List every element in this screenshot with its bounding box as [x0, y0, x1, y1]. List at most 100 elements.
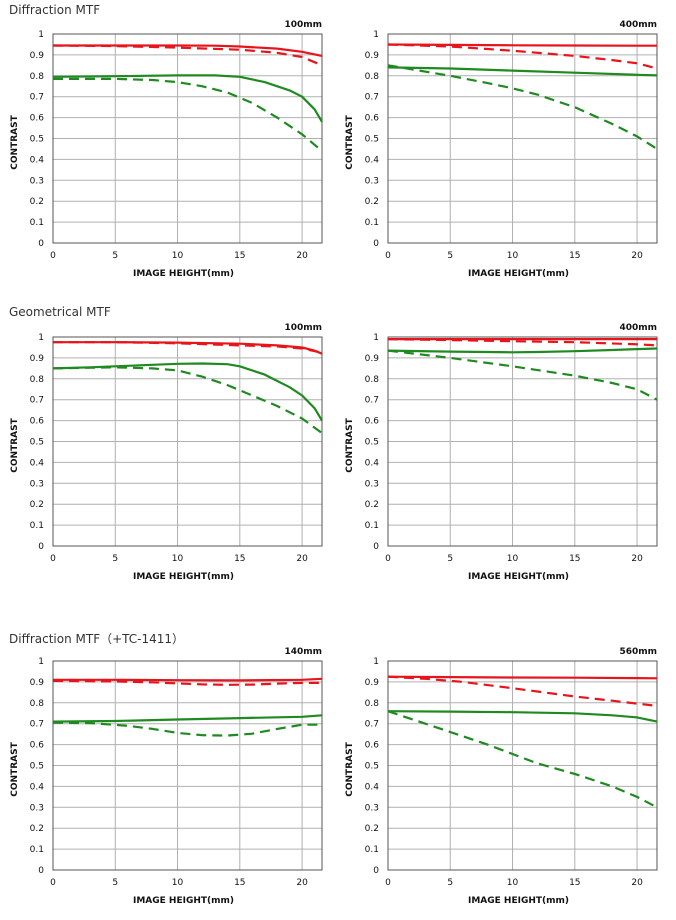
x-tick-label: 5: [447, 251, 453, 261]
x-tick-label: 0: [385, 251, 391, 261]
x-tick-label: 10: [172, 251, 184, 261]
x-tick-label: 15: [234, 554, 245, 564]
series-green-dashed: [387, 64, 658, 150]
x-tick-label: 10: [172, 878, 184, 888]
mtf-chart-0: 00.10.20.30.40.50.60.70.80.910 5 10 15 20100…: [10, 20, 323, 279]
section-title-diffraction: Diffraction MTF: [9, 3, 101, 17]
y-tick-label: 0: [38, 239, 44, 249]
y-tick-label: 0.5: [30, 135, 44, 145]
series-green-solid: [387, 710, 658, 723]
y-tick-label: 0.9: [365, 51, 380, 61]
y-tick-label: 0.1: [365, 521, 379, 531]
x-tick-label: 0: [50, 251, 56, 261]
y-tick-label: 0.3: [30, 176, 44, 186]
y-tick-label: 1: [38, 30, 44, 40]
focal-length-label: 560mm: [619, 647, 657, 657]
y-tick-label: 0.6: [30, 114, 45, 124]
y-tick-label: 0.4: [365, 782, 380, 792]
x-tick-label: 20: [631, 554, 643, 564]
x-axis-label: IMAGE HEIGHT(mm): [468, 572, 569, 582]
x-tick-label: 5: [112, 878, 118, 888]
y-axis-label: CONTRAST: [10, 114, 20, 169]
series-green-solid: [387, 66, 658, 77]
y-tick-label: 1: [38, 333, 44, 343]
y-tick-label: 0.8: [30, 72, 45, 82]
y-tick-label: 0.1: [30, 521, 44, 531]
x-tick-label: 5: [447, 878, 453, 888]
x-tick-label: 5: [447, 554, 453, 564]
plot-frame: [52, 336, 323, 547]
y-tick-label: 0.3: [365, 176, 379, 186]
x-tick-label: 10: [507, 878, 519, 888]
y-tick-label: 0: [373, 542, 379, 552]
x-tick-label: 15: [569, 878, 580, 888]
y-tick-label: 0.9: [30, 354, 45, 364]
y-tick-label: 0.2: [30, 197, 44, 207]
focal-length-label: 100mm: [284, 323, 322, 333]
y-tick-label: 0.5: [30, 762, 44, 772]
series-green-solid: [387, 347, 658, 354]
y-tick-label: 0.3: [30, 479, 44, 489]
series-red-solid: [53, 677, 323, 682]
y-tick-label: 0.6: [30, 417, 45, 427]
y-tick-label: 0.7: [30, 396, 44, 406]
y-tick-label: 0.9: [30, 678, 45, 688]
y-tick-label: 0.9: [30, 51, 45, 61]
series-red-solid: [387, 675, 658, 680]
y-tick-label: 0.5: [30, 438, 44, 448]
y-tick-label: 0.8: [365, 72, 380, 82]
y-tick-label: 0.6: [30, 741, 45, 751]
series-green-dashed: [52, 366, 323, 434]
x-tick-label: 15: [234, 251, 245, 261]
y-tick-label: 0.3: [365, 803, 379, 813]
y-tick-label: 0: [373, 239, 379, 249]
y-tick-label: 0.7: [365, 396, 379, 406]
y-tick-label: 0.7: [365, 720, 379, 730]
y-tick-label: 0: [38, 542, 44, 552]
y-tick-label: 0.5: [365, 135, 379, 145]
mtf-chart-1: 00.10.20.30.40.50.60.70.80.910 5 10 15 20400…: [345, 20, 658, 279]
mtf-chart-5: 00.10.20.30.40.50.60.70.80.910 5 10 15 20560…: [345, 647, 658, 906]
y-axis-label: CONTRAST: [345, 741, 355, 796]
plot-frame: [387, 336, 658, 547]
y-tick-label: 0.4: [30, 458, 45, 468]
x-tick-label: 20: [296, 554, 308, 564]
focal-length-label: 140mm: [284, 647, 322, 657]
series-green-solid: [52, 362, 323, 422]
y-tick-label: 0.5: [365, 762, 379, 772]
y-tick-label: 0.6: [365, 114, 380, 124]
x-tick-label: 10: [172, 554, 184, 564]
series-red-dashed: [387, 675, 658, 707]
y-tick-label: 0.2: [365, 500, 379, 510]
y-tick-label: 0.8: [30, 375, 45, 385]
y-tick-label: 0.3: [365, 479, 379, 489]
y-tick-label: 0.4: [30, 782, 45, 792]
x-tick-label: 0: [385, 878, 391, 888]
x-tick-label: 10: [507, 251, 519, 261]
y-tick-label: 1: [373, 657, 379, 667]
y-tick-label: 0.2: [30, 824, 44, 834]
y-tick-label: 1: [38, 657, 44, 667]
plot-frame: [387, 660, 658, 871]
x-tick-label: 10: [507, 554, 519, 564]
series-green-solid: [52, 714, 323, 723]
x-tick-label: 0: [385, 554, 391, 564]
series-red-dashed: [387, 338, 658, 347]
y-tick-label: 0.2: [365, 197, 379, 207]
x-axis-label: IMAGE HEIGHT(mm): [468, 269, 569, 279]
y-tick-label: 0.6: [365, 417, 380, 427]
plot-frame: [387, 33, 658, 244]
series-green-dashed: [387, 710, 658, 809]
series-red-dashed: [387, 43, 658, 70]
section-title-diffraction-tc: Diffraction MTF（+TC-1411）: [9, 632, 185, 646]
y-tick-label: 0: [373, 866, 379, 876]
y-tick-label: 0.9: [365, 354, 380, 364]
y-tick-label: 0.1: [30, 218, 44, 228]
x-tick-label: 15: [234, 878, 245, 888]
x-tick-label: 15: [569, 554, 580, 564]
y-tick-label: 0.8: [365, 699, 380, 709]
section-title-geometrical: Geometrical MTF: [9, 305, 111, 319]
y-tick-label: 1: [373, 30, 379, 40]
series-red-dashed: [53, 341, 323, 354]
x-tick-label: 20: [296, 878, 308, 888]
